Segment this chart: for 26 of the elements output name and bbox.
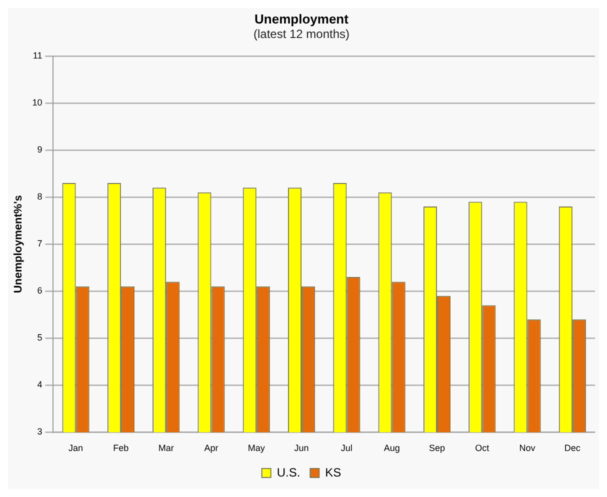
x-tick-label: Dec bbox=[564, 443, 581, 454]
y-tick-label: 6 bbox=[37, 286, 42, 296]
x-tick-label: Jul bbox=[340, 443, 352, 454]
legend-label: KS bbox=[325, 465, 342, 480]
chart-subtitle: (latest 12 months) bbox=[253, 27, 350, 42]
x-tick-label: Jun bbox=[294, 443, 309, 454]
y-tick-label: 3 bbox=[37, 426, 42, 437]
y-tick-label: 8 bbox=[37, 192, 42, 202]
y-tick-label: 7 bbox=[37, 238, 42, 249]
y-tick-label: 4 bbox=[37, 380, 42, 390]
x-tick-label: Oct bbox=[475, 443, 490, 454]
y-axis-title: Unemployment%'s bbox=[12, 195, 25, 294]
x-tick-label: Apr bbox=[204, 443, 218, 454]
x-tick-label: Mar bbox=[158, 443, 174, 454]
legend-label: U.S. bbox=[276, 465, 300, 480]
x-tick-label: Feb bbox=[113, 443, 129, 454]
chart-title: Unemployment bbox=[254, 11, 350, 26]
y-tick-label: 10 bbox=[32, 98, 42, 108]
x-tick-label: May bbox=[248, 443, 266, 454]
x-tick-label: Nov bbox=[519, 443, 536, 454]
x-tick-label: Aug bbox=[384, 443, 400, 454]
x-tick-label: Sep bbox=[428, 443, 445, 454]
y-tick-label: 11 bbox=[32, 50, 42, 60]
y-tick-label: 5 bbox=[37, 332, 42, 343]
x-tick-label: Jan bbox=[68, 443, 84, 454]
y-tick-label: 9 bbox=[37, 144, 42, 155]
